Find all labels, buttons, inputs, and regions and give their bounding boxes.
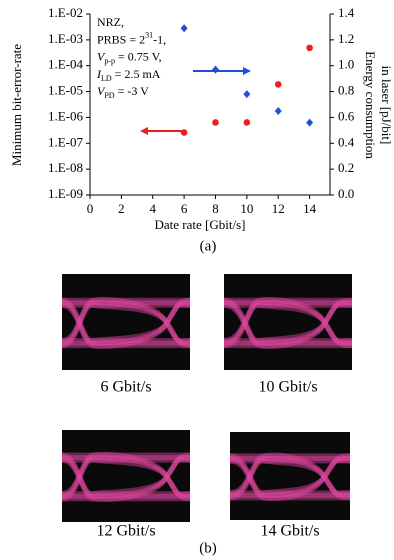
point bbox=[306, 45, 313, 52]
x-tick-label: 12 bbox=[272, 201, 285, 216]
y-axis-label: Minimum bit-error-rate bbox=[9, 44, 24, 166]
annotation-line: Vp-p = 0.75 V, bbox=[97, 49, 162, 65]
y-tick-label: 1.E-07 bbox=[48, 134, 84, 149]
point bbox=[212, 119, 219, 126]
arrow-head bbox=[140, 127, 148, 135]
annotation-part: = 2.5 mA bbox=[112, 67, 161, 81]
y-tick-label: 1.E-03 bbox=[48, 31, 83, 46]
annotation-line: NRZ, bbox=[97, 15, 124, 29]
point bbox=[306, 119, 313, 127]
y2-tick-label: 1.4 bbox=[338, 5, 355, 20]
y2-tick-label: 0.8 bbox=[338, 83, 354, 98]
y2-tick-label: 0.0 bbox=[338, 186, 354, 201]
y2-axis-label: Energy consumption bbox=[363, 51, 378, 159]
annotation-part: = -3 V bbox=[115, 84, 150, 98]
y-tick-label: 1.E-08 bbox=[48, 160, 83, 175]
annotation-part: NRZ, bbox=[97, 15, 124, 29]
y2-tick-label: 0.2 bbox=[338, 160, 354, 175]
y-tick-label: 1.E-06 bbox=[48, 108, 84, 123]
x-tick-label: 14 bbox=[303, 201, 317, 216]
eye-diagram bbox=[62, 274, 190, 370]
eye-label: 12 Gbit/s bbox=[96, 523, 155, 540]
annotation-part: PRBS = 2 bbox=[97, 32, 145, 46]
eye-label: 6 Gbit/s bbox=[100, 379, 151, 396]
point bbox=[275, 107, 282, 115]
arrow-head bbox=[243, 67, 251, 75]
x-tick-label: 2 bbox=[118, 201, 125, 216]
eye-label: 14 Gbit/s bbox=[260, 523, 319, 540]
point bbox=[243, 90, 250, 98]
y2-tick-label: 1.0 bbox=[338, 57, 354, 72]
annotation-part: -1, bbox=[153, 32, 166, 46]
point bbox=[212, 66, 219, 74]
eye-diagram bbox=[230, 432, 350, 520]
x-axis-label: Date rate [Gbit/s] bbox=[155, 217, 246, 232]
x-tick-label: 10 bbox=[240, 201, 253, 216]
y2-tick-label: 0.6 bbox=[338, 108, 355, 123]
eye-label: 10 Gbit/s bbox=[258, 379, 317, 396]
y-tick-label: 1.E-05 bbox=[48, 83, 83, 98]
y2-axis-label: in laser [pJ/bit] bbox=[379, 66, 394, 145]
point bbox=[244, 119, 251, 126]
eye-diagram bbox=[224, 274, 352, 370]
annotation-part: = 0.75 V, bbox=[115, 49, 162, 63]
annotation-part: 31 bbox=[145, 30, 153, 39]
x-tick-label: 6 bbox=[181, 201, 188, 216]
x-tick-label: 0 bbox=[87, 201, 94, 216]
y-tick-label: 1.E-02 bbox=[48, 5, 83, 20]
x-tick-label: 8 bbox=[212, 201, 219, 216]
point bbox=[181, 129, 188, 136]
annotation-part: p-p bbox=[104, 56, 115, 65]
point bbox=[181, 24, 188, 32]
caption: (a) bbox=[200, 238, 217, 254]
caption: (b) bbox=[199, 540, 217, 556]
figure: Minimum bit-error-rate Energy consumptio… bbox=[0, 0, 394, 560]
annotation-part: LD bbox=[101, 74, 112, 83]
x-tick-label: 4 bbox=[149, 201, 156, 216]
point bbox=[275, 81, 282, 88]
y2-tick-label: 0.4 bbox=[338, 134, 355, 149]
annotation-part: PD bbox=[104, 91, 114, 100]
annotation-line: VPD = -3 V bbox=[97, 84, 149, 100]
annotation: NRZ,PRBS = 231-1,Vp-p = 0.75 V,ILD = 2.5… bbox=[96, 15, 166, 100]
annotation-line: PRBS = 231-1, bbox=[97, 30, 166, 46]
y2-tick-label: 1.2 bbox=[338, 31, 354, 46]
eye-diagram bbox=[62, 430, 190, 522]
annotation-line: ILD = 2.5 mA bbox=[96, 67, 161, 83]
y-tick-label: 1.E-04 bbox=[48, 57, 84, 72]
y-tick-label: 1.E-09 bbox=[48, 186, 83, 201]
